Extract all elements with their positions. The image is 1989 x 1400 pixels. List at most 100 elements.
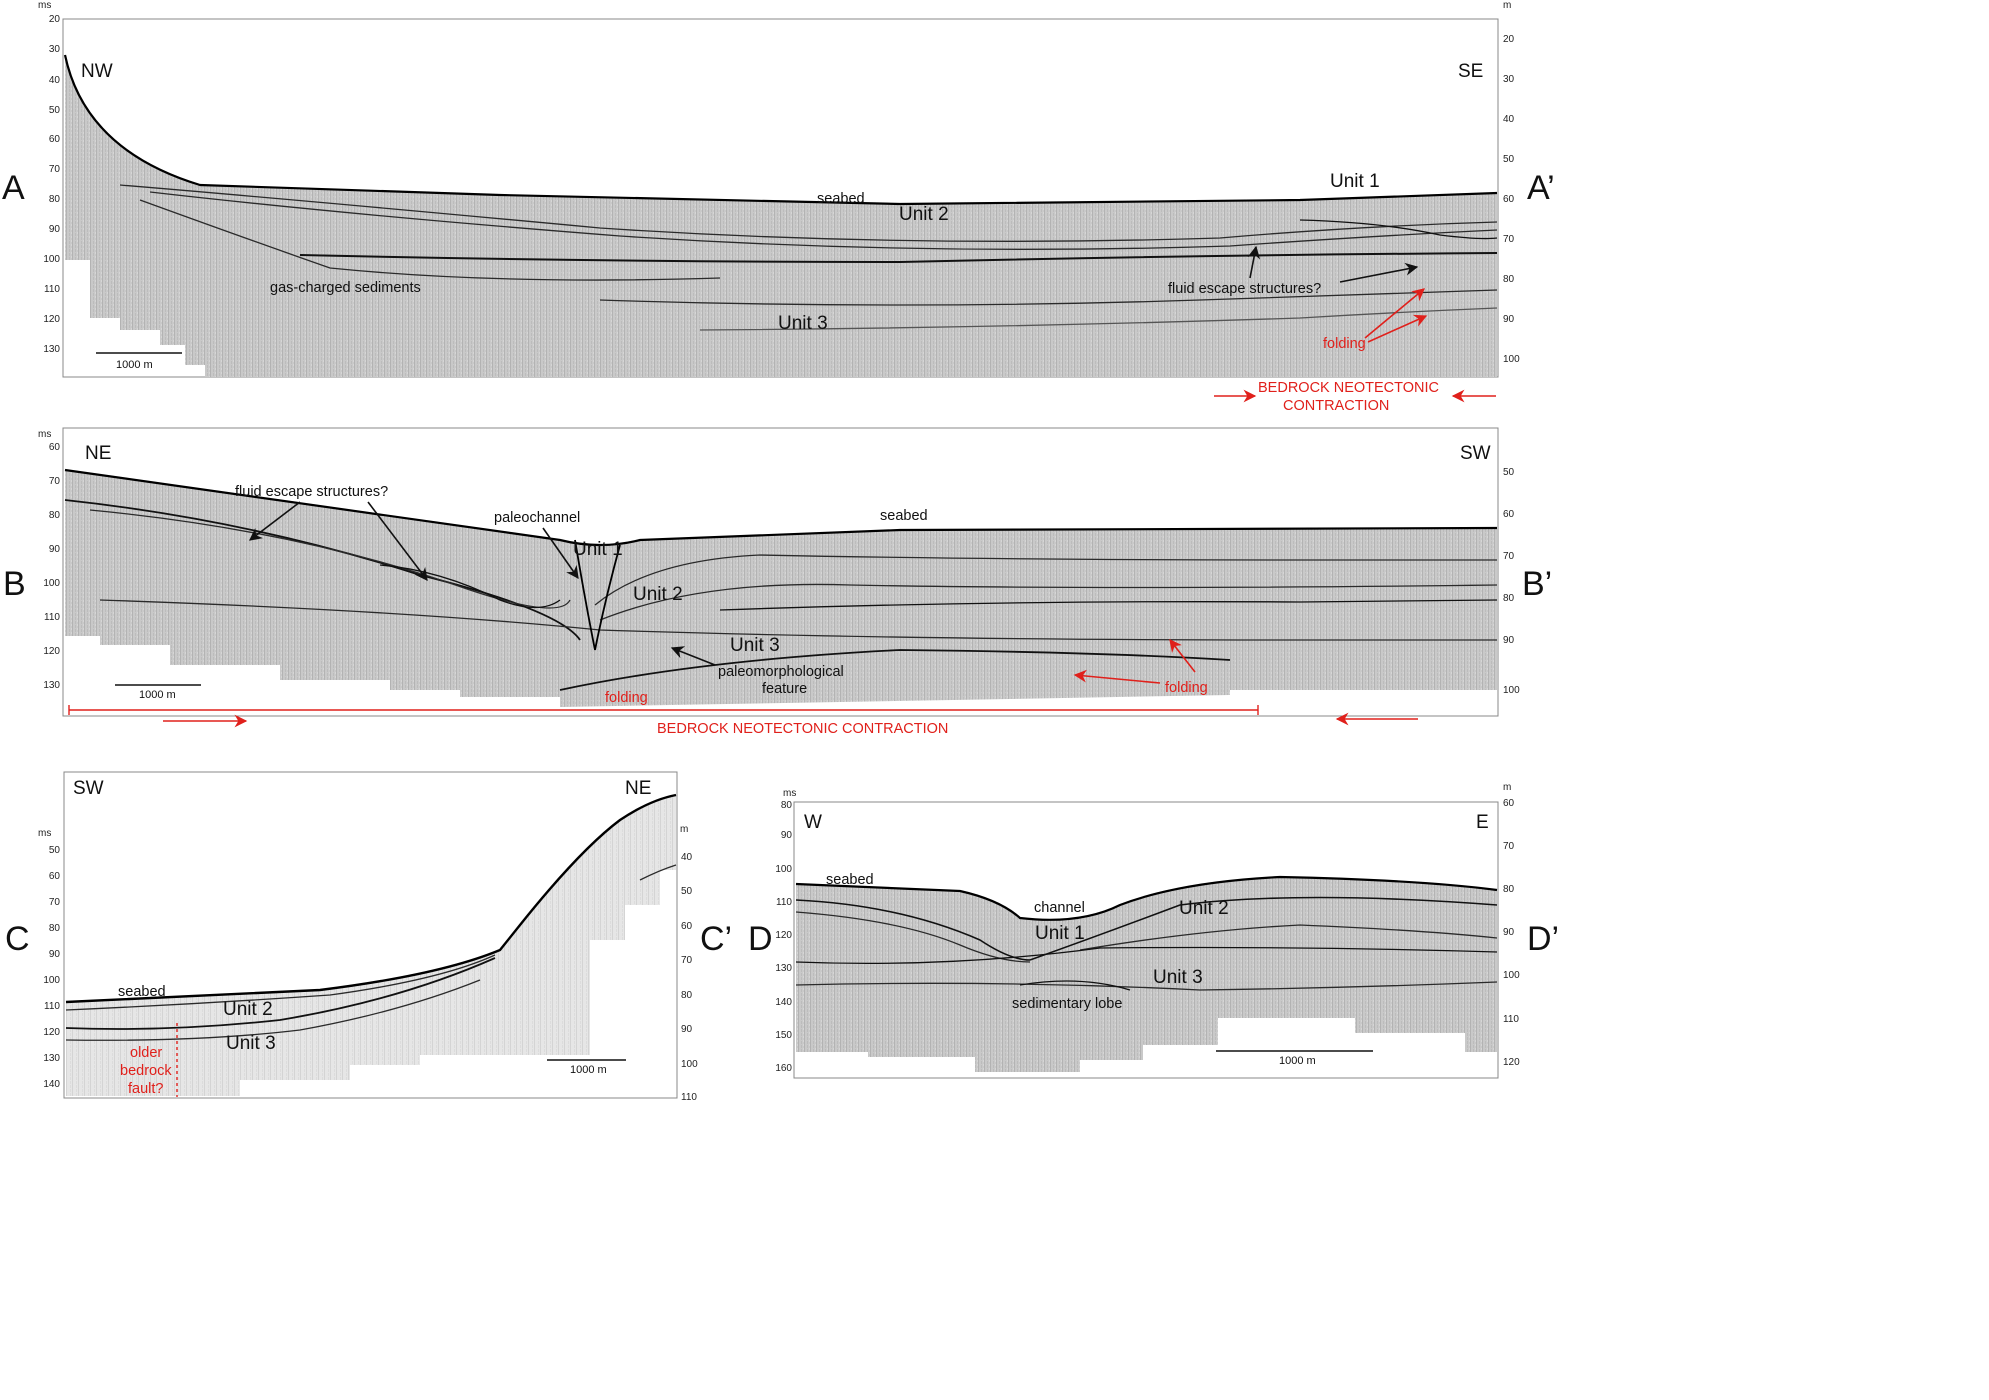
bedrock-label-line2: CONTRACTION [1283, 398, 1389, 414]
tick-label: 90 [681, 1024, 693, 1035]
tick-label: 130 [43, 680, 60, 691]
panel-a-end-letter: A’ [1527, 169, 1555, 207]
panel-b: ms 60 70 80 90 100 110 120 130 50 60 70 … [3, 427, 1552, 737]
fluid-escape-arrow [367, 501, 428, 582]
panel-a-section [65, 55, 1497, 377]
tick-label: 80 [49, 510, 61, 521]
panel-a-left-ticks: 20 30 40 50 60 70 80 90 100 110 120 130 [43, 14, 60, 355]
panel-c-section [66, 795, 676, 1096]
paleomorphological-label-2: feature [762, 681, 807, 697]
panel-d-left-unit: ms [783, 788, 796, 799]
contraction-extent-bar [68, 705, 1259, 715]
fault-label-2: bedrock [120, 1063, 172, 1079]
tick-label: 90 [781, 830, 793, 841]
gas-charged-label: gas-charged sediments [270, 280, 421, 296]
tick-label: 70 [681, 955, 693, 966]
unit1-label: Unit 1 [1035, 923, 1085, 944]
tick-label: 50 [1503, 154, 1515, 165]
tick-label: 120 [1503, 1057, 1520, 1068]
tick-label: 70 [49, 897, 61, 908]
tick-label: 90 [49, 224, 61, 235]
tick-label: 100 [681, 1059, 698, 1070]
tick-label: 40 [681, 852, 693, 863]
panel-c-start-letter: C [5, 920, 30, 958]
panel-c-right-ticks: 40 50 60 70 80 90 100 110 [681, 852, 698, 1103]
unit1-label: Unit 1 [1330, 171, 1380, 192]
tick-label: 60 [681, 921, 693, 932]
unit1-label: Unit 1 [573, 539, 623, 560]
panel-c-right-unit: m [680, 824, 688, 835]
tick-label: 90 [1503, 635, 1515, 646]
folding-label: folding [1323, 336, 1366, 352]
panel-b-right-ticks: 50 60 70 80 90 100 [1503, 467, 1520, 696]
tick-label: 50 [49, 105, 61, 116]
folding-arrow [1073, 669, 1161, 684]
fault-label-1: older [130, 1045, 162, 1061]
paleomorphological-label: paleomorphological [718, 664, 844, 680]
tick-label: 100 [43, 254, 60, 265]
sedimentary-lobe-label: sedimentary lobe [1012, 996, 1122, 1012]
scale-bar-label: 1000 m [116, 359, 153, 371]
panel-b-left-unit: ms [38, 429, 51, 440]
folding-arrow [1364, 288, 1425, 339]
panel-b-reflectors [64, 468, 1498, 691]
tick-label: 80 [781, 800, 793, 811]
panel-a-reflectors [63, 54, 1498, 331]
panel-d-right-unit: m [1503, 782, 1511, 793]
tick-label: 70 [49, 476, 61, 487]
panel-c-reflectors [65, 793, 677, 1041]
tick-label: 60 [49, 134, 61, 145]
scale-bar: 1000 m [547, 1059, 626, 1076]
unit2-label: Unit 2 [1179, 898, 1229, 919]
scale-bar: 1000 m [1216, 1050, 1373, 1067]
folding-arrow [1367, 314, 1428, 343]
scale-bar: 1000 m [96, 352, 182, 371]
fluid-escape-label: fluid escape structures? [1168, 281, 1321, 297]
tick-label: 120 [43, 314, 60, 325]
panel-d-start-letter: D [748, 920, 773, 958]
tick-label: 110 [44, 1001, 60, 1012]
tick-label: 140 [43, 1079, 60, 1090]
tick-label: 130 [775, 963, 792, 974]
bedrock-label: BEDROCK NEOTECTONIC CONTRACTION [657, 721, 948, 737]
channel-label: channel [1034, 900, 1085, 916]
panel-c-dir-right: NE [625, 778, 651, 799]
tick-label: 100 [1503, 685, 1520, 696]
folding-label: folding [1165, 680, 1208, 696]
panel-a: ms m 20 30 40 50 60 70 80 90 100 110 120… [2, 0, 1555, 414]
panel-c-left-ticks: 50 60 70 80 90 100 110 120 130 140 [43, 845, 60, 1090]
tick-label: 80 [49, 194, 61, 205]
panel-b-dir-left: NE [85, 443, 111, 464]
panel-c-dir-left: SW [73, 778, 104, 799]
tick-label: 70 [49, 164, 61, 175]
tick-label: 60 [1503, 798, 1515, 809]
panel-d-dir-right: E [1476, 812, 1489, 833]
paleochannel-label: paleochannel [494, 510, 580, 526]
panel-b-dir-right: SW [1460, 443, 1491, 464]
unit3-label: Unit 3 [778, 313, 828, 334]
tick-label: 80 [49, 923, 61, 934]
tick-label: 100 [1503, 970, 1520, 981]
tick-label: 80 [1503, 274, 1515, 285]
fluid-escape-label: fluid escape structures? [235, 484, 388, 500]
panel-b-left-ticks: 60 70 80 90 100 110 120 130 [43, 442, 60, 691]
tick-label: 30 [49, 44, 61, 55]
panel-d-left-ticks: 80 90 100 110 120 130 140 150 160 [775, 800, 792, 1074]
folding-arrow [1169, 638, 1196, 673]
tick-label: 20 [49, 14, 61, 25]
seabed-label: seabed [880, 508, 928, 524]
tick-label: 30 [1503, 74, 1515, 85]
tick-label: 140 [775, 997, 792, 1008]
unit3-label: Unit 3 [730, 635, 780, 656]
panel-a-dir-right: SE [1458, 61, 1483, 82]
tick-label: 60 [1503, 509, 1515, 520]
seismic-profiles-figure: ms m 20 30 40 50 60 70 80 90 100 110 120… [2, 0, 1559, 1103]
tick-label: 100 [43, 975, 60, 986]
unit2-label: Unit 2 [633, 584, 683, 605]
tick-label: 50 [681, 886, 693, 897]
folding-label-center: folding [605, 690, 648, 706]
tick-label: 110 [681, 1092, 697, 1103]
tick-label: 90 [1503, 927, 1515, 938]
panel-b-end-letter: B’ [1522, 565, 1552, 603]
tick-label: 70 [1503, 234, 1515, 245]
